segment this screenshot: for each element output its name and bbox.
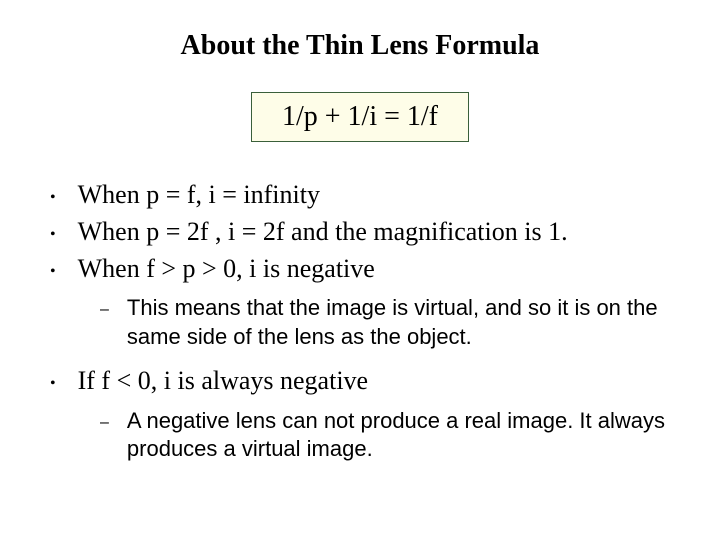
dash-icon: – xyxy=(100,413,109,434)
sub-list: – This means that the image is virtual, … xyxy=(40,294,680,351)
bullet-item: • When p = f, i = infinity xyxy=(50,177,680,212)
bullet-text: When p = f, i = infinity xyxy=(78,177,680,212)
bullet-icon: • xyxy=(50,187,56,209)
bullet-icon: • xyxy=(50,261,56,283)
bullet-list: • If f < 0, i is always negative xyxy=(40,363,680,398)
sub-item: – This means that the image is virtual, … xyxy=(100,294,680,351)
bullet-item: • If f < 0, i is always negative xyxy=(50,363,680,398)
bullet-item: • When f > p > 0, i is negative xyxy=(50,251,680,286)
bullet-list: • When p = f, i = infinity • When p = 2f… xyxy=(40,177,680,286)
sub-list: – A negative lens can not produce a real… xyxy=(40,407,680,464)
sub-text: A negative lens can not produce a real i… xyxy=(127,407,680,464)
bullet-icon: • xyxy=(50,224,56,246)
bullet-item: • When p = 2f , i = 2f and the magnifica… xyxy=(50,214,680,249)
formula-box: 1/p + 1/i = 1/f xyxy=(251,92,469,142)
bullet-icon: • xyxy=(50,373,56,395)
bullet-text: When f > p > 0, i is negative xyxy=(78,251,680,286)
bullet-text: When p = 2f , i = 2f and the magnificati… xyxy=(78,214,680,249)
bullet-text: If f < 0, i is always negative xyxy=(78,363,680,398)
sub-text: This means that the image is virtual, an… xyxy=(127,294,680,351)
slide-title: About the Thin Lens Formula xyxy=(40,30,680,62)
dash-icon: – xyxy=(100,300,109,321)
sub-item: – A negative lens can not produce a real… xyxy=(100,407,680,464)
